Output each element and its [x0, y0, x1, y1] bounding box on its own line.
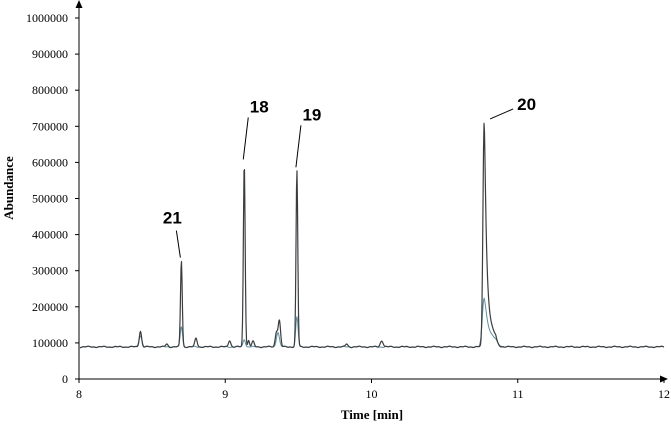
annotation-leader-line — [295, 125, 302, 168]
y-tick-label: 500000 — [32, 192, 68, 206]
peak-annotations: 21 18 19 20 — [163, 95, 536, 258]
x-tick-label: 8 — [76, 387, 82, 401]
x-tick-label: 12 — [658, 387, 670, 401]
chart-traces — [79, 122, 665, 349]
y-tick-label: 800000 — [32, 83, 68, 97]
y-tick-label: 0 — [62, 372, 68, 386]
peak-label: 18 — [250, 97, 269, 116]
y-axis-arrowhead — [75, 0, 83, 8]
y-tick-label: 300000 — [32, 264, 68, 278]
x-tick-label: 9 — [222, 387, 228, 401]
y-axis-ticks: 0 100000 200000 300000 400000 500000 600000 700… — [26, 11, 79, 386]
annotation-leader-line — [242, 117, 249, 160]
x-axis-title: Time [min] — [341, 407, 403, 422]
y-tick-label: 400000 — [32, 228, 68, 242]
peak-label: 21 — [163, 209, 182, 228]
x-axis-ticks: 8 9 10 11 12 — [76, 379, 670, 401]
peak-label: 20 — [517, 95, 536, 114]
y-tick-label: 100000 — [32, 336, 68, 350]
y-tick-label: 1000000 — [26, 11, 68, 25]
peak-label: 19 — [302, 105, 321, 124]
y-tick-label: 700000 — [32, 119, 68, 133]
annotation-leader-line — [175, 230, 181, 258]
y-tick-label: 900000 — [32, 47, 68, 61]
y-tick-label: 600000 — [32, 155, 68, 169]
x-tick-label: 11 — [512, 387, 524, 401]
x-tick-label: 10 — [366, 387, 378, 401]
annotation-leader-line — [489, 108, 514, 120]
trace-series-1 — [79, 122, 665, 349]
y-tick-label: 200000 — [32, 300, 68, 314]
y-axis-title: Abundance — [1, 156, 16, 220]
trace-series-2 — [79, 297, 665, 349]
